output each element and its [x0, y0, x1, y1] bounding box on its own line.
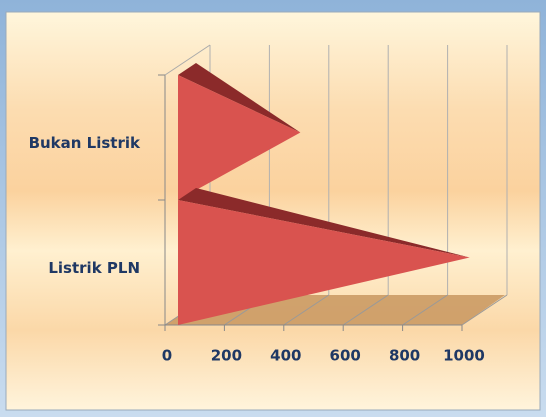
x-tick-label: 600 [330, 347, 361, 365]
y-tick-label: Listrik PLN [48, 259, 140, 277]
bar [178, 63, 301, 200]
bar-face [178, 75, 301, 200]
bar-face [178, 63, 301, 133]
floor-grid-line [402, 294, 448, 326]
bar-face [178, 188, 470, 258]
x-tick-label: 1000 [443, 347, 485, 365]
x-tick-label: 800 [389, 347, 420, 365]
bar-face [178, 200, 470, 325]
axis-edge [164, 44, 211, 76]
floor-grid-line [461, 294, 508, 326]
floor-grid-line [283, 294, 330, 326]
floor-grid-line [342, 294, 389, 326]
bar [178, 188, 470, 325]
y-tick-label: Bukan Listrik [29, 134, 141, 152]
x-tick-label: 400 [270, 347, 301, 365]
x-tick-label: 200 [211, 347, 242, 365]
x-tick-label: 0 [162, 347, 172, 365]
